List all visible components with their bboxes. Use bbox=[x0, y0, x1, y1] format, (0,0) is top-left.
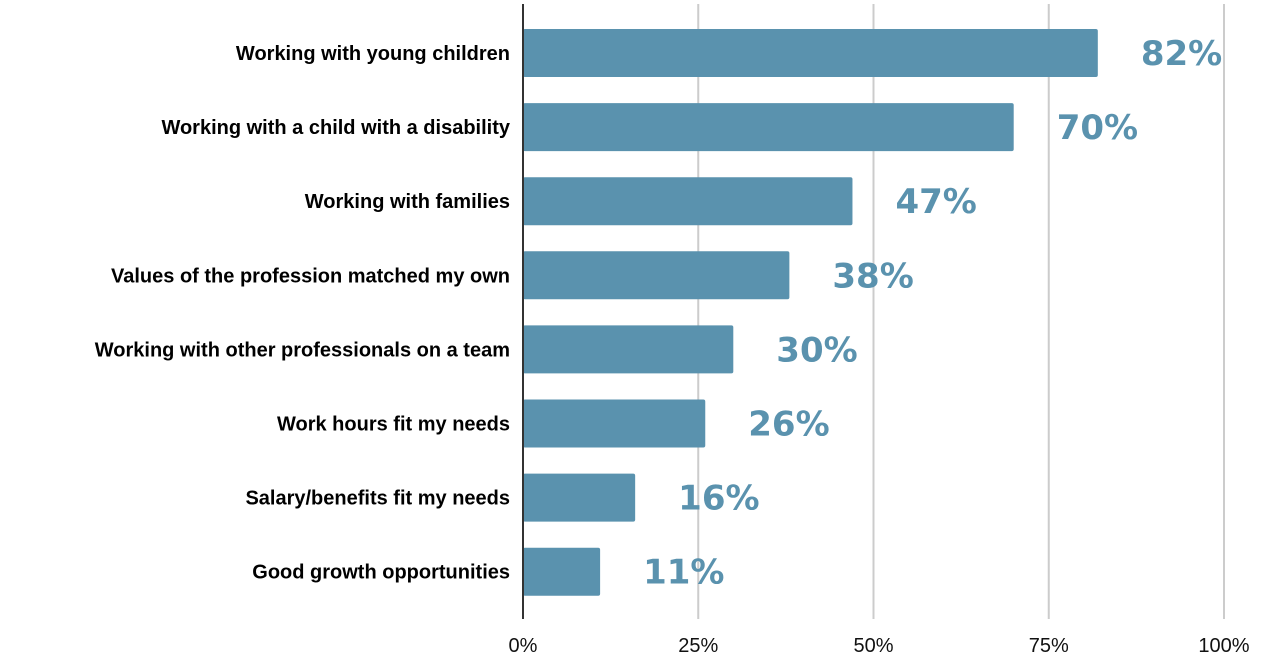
bar bbox=[523, 251, 789, 299]
bar bbox=[523, 103, 1014, 151]
data-label: 11% bbox=[643, 553, 724, 593]
category-label: Work hours fit my needs bbox=[277, 414, 510, 436]
data-label: 26% bbox=[748, 405, 829, 445]
category-label: Working with other professionals on a te… bbox=[95, 339, 510, 361]
bars bbox=[523, 29, 1098, 596]
category-label: Working with young children bbox=[236, 43, 510, 65]
bar bbox=[523, 548, 600, 596]
category-label: Values of the profession matched my own bbox=[111, 265, 510, 287]
gridlines bbox=[698, 4, 1224, 619]
x-tick-labels: 0% 25% 50% 75% 100% bbox=[509, 635, 1250, 657]
bar bbox=[523, 177, 852, 225]
category-label: Salary/benefits fit my needs bbox=[245, 488, 510, 510]
x-tick-label: 25% bbox=[678, 635, 718, 657]
category-labels: Working with young children Working with … bbox=[95, 43, 511, 584]
x-tick-label: 50% bbox=[853, 635, 893, 657]
bar bbox=[523, 29, 1098, 77]
data-label: 47% bbox=[895, 182, 976, 222]
data-label: 30% bbox=[776, 330, 857, 370]
x-tick-label: 100% bbox=[1198, 635, 1249, 657]
category-label: Working with a child with a disability bbox=[161, 117, 510, 139]
x-tick-label: 0% bbox=[509, 635, 538, 657]
data-label: 82% bbox=[1141, 34, 1222, 74]
data-label: 70% bbox=[1057, 108, 1138, 148]
category-label: Good growth opportunities bbox=[252, 562, 510, 584]
bar bbox=[523, 325, 733, 373]
category-label: Working with families bbox=[305, 191, 510, 213]
data-label: 16% bbox=[678, 479, 759, 519]
bar bbox=[523, 474, 635, 522]
bar bbox=[523, 400, 705, 448]
data-label: 38% bbox=[832, 256, 913, 296]
x-tick-label: 75% bbox=[1029, 635, 1069, 657]
